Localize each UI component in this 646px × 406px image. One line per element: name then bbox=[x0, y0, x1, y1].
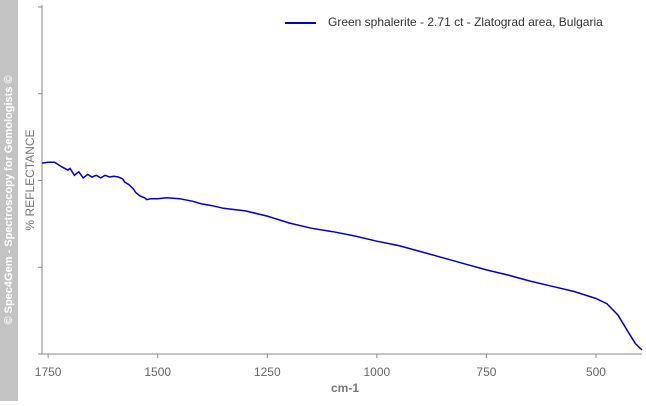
y-axis-label: % REFLECTANCE bbox=[23, 129, 37, 230]
x-tick-label: 1750 bbox=[35, 365, 62, 379]
x-tick-label: 1250 bbox=[254, 365, 281, 379]
x-tick-label: 1500 bbox=[144, 365, 171, 379]
legend-label: Green sphalerite - 2.71 ct - Zlatograd a… bbox=[328, 15, 603, 29]
x-axis-label: cm-1 bbox=[331, 381, 359, 395]
watermark: © Spec4Gem - Spectroscopy for Gemologist… bbox=[3, 75, 15, 324]
x-tick-label: 750 bbox=[476, 365, 496, 379]
x-tick-label: 1000 bbox=[363, 365, 390, 379]
x-tick-label: 500 bbox=[586, 365, 606, 379]
series-line bbox=[41, 161, 643, 351]
watermark-bar bbox=[0, 0, 18, 401]
